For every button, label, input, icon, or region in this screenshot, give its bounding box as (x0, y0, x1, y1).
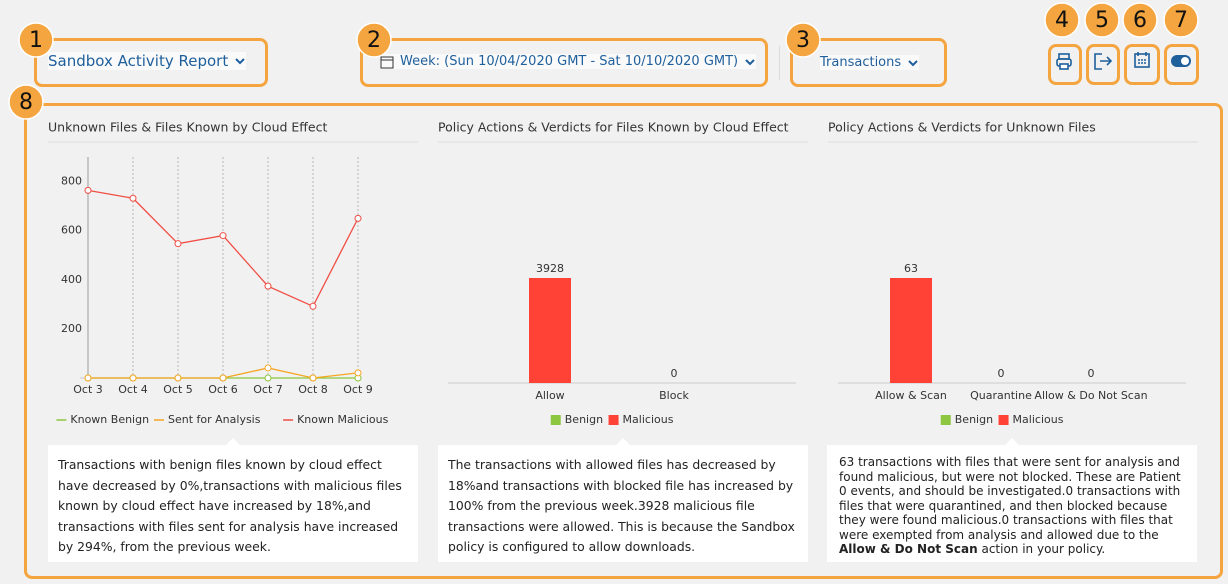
x-tick-label: Allow & Do Not Scan (1034, 389, 1147, 402)
data-label: 0 (671, 367, 678, 380)
legend-swatch (608, 415, 619, 425)
chevron (908, 59, 918, 66)
report-selector[interactable]: Sandbox Activity Report (48, 52, 247, 70)
x-tick-label: Oct 4 (118, 383, 148, 396)
callout-box (1048, 44, 1082, 85)
point (309, 374, 317, 382)
y-tick-label: 400 (61, 273, 82, 286)
callout-box (1086, 44, 1120, 85)
x-tick-label: Oct 9 (343, 383, 373, 396)
point (174, 240, 182, 248)
bar (529, 278, 571, 383)
legend-label: Known Malicious (297, 413, 389, 426)
week-selector[interactable]: Week: (Sun 10/04/2020 GMT - Sat 10/10/20… (380, 54, 757, 69)
legend-label: Sent for Analysis (168, 413, 261, 426)
x-tick-label: Oct 8 (298, 383, 328, 396)
point (309, 302, 317, 310)
summary-bold: Allow & Do Not Scan (839, 542, 978, 556)
y-tick-label: 800 (61, 175, 82, 188)
x-tick-label: Block (659, 389, 689, 402)
summary: Transactions with benign files known by … (48, 445, 418, 562)
report-title: Sandbox Activity Report (48, 52, 229, 70)
data-label: 3928 (536, 262, 564, 275)
bar (890, 278, 932, 383)
point (354, 369, 362, 377)
legend-swatch (550, 415, 561, 425)
chart-title: Policy Actions & Verdicts for Unknown Fi… (828, 120, 1096, 135)
x-tick-label: Oct 5 (163, 383, 193, 396)
summary-text: 63 transactions with files that were sen… (839, 455, 1181, 542)
data-label: 0 (998, 367, 1005, 380)
point (84, 374, 92, 382)
point (129, 194, 137, 202)
legend-label: Malicious (623, 413, 674, 426)
x-tick-label: Oct 3 (73, 383, 103, 396)
x-tick-label: Quarantine (970, 389, 1032, 402)
callout-box (360, 38, 768, 87)
y-tick-label: 200 (61, 322, 82, 335)
schedule-button[interactable] (1132, 50, 1152, 70)
legend-label: Benign (955, 413, 993, 426)
metric-label: Transactions (820, 55, 902, 70)
legend-label: Malicious (1013, 413, 1064, 426)
y-tick-label: 600 (61, 224, 82, 237)
week-label: Week: (Sun 10/04/2020 GMT - Sat 10/10/20… (400, 54, 739, 69)
chart-title: Unknown Files & Files Known by Cloud Eff… (48, 120, 327, 135)
chevron (745, 58, 755, 65)
point (264, 374, 272, 382)
summary: 63 transactions with files that were sen… (827, 445, 1197, 562)
callout-box (1124, 44, 1160, 85)
chart-title: Policy Actions & Verdicts for Files Know… (438, 120, 789, 135)
chevron (235, 58, 245, 65)
legend-label: Benign (565, 413, 603, 426)
callout-box (34, 38, 268, 87)
pointer (1004, 438, 1020, 446)
summary-text: action in your policy. (977, 542, 1106, 556)
x-tick-label: Allow (535, 389, 564, 402)
data-label: 0 (1088, 367, 1095, 380)
point (264, 364, 272, 372)
x-tick-label: Allow & Scan (875, 389, 947, 402)
callout-box (1164, 44, 1199, 85)
divider (779, 46, 780, 80)
data-label: 63 (904, 262, 918, 275)
summary: The transactions with allowed files has … (438, 445, 808, 562)
toggle-button[interactable] (1170, 54, 1194, 68)
point (174, 374, 182, 382)
print-button[interactable] (1054, 52, 1078, 72)
x-tick-label: Oct 7 (253, 383, 283, 396)
pointer (225, 438, 241, 446)
legend-label: Known Benign (70, 413, 149, 426)
metric-selector[interactable]: Transactions (820, 55, 920, 70)
point (219, 232, 227, 240)
pointer (615, 438, 631, 446)
point (219, 374, 227, 382)
point (84, 186, 92, 194)
callout-box (790, 38, 947, 87)
legend-swatch (940, 415, 951, 425)
line (87, 189, 359, 308)
point (264, 282, 272, 290)
point (354, 214, 362, 222)
callout-box (24, 103, 1223, 579)
x-tick-label: Oct 6 (208, 383, 238, 396)
export-button[interactable] (1092, 52, 1116, 72)
point (129, 374, 137, 382)
legend-swatch (998, 415, 1009, 425)
